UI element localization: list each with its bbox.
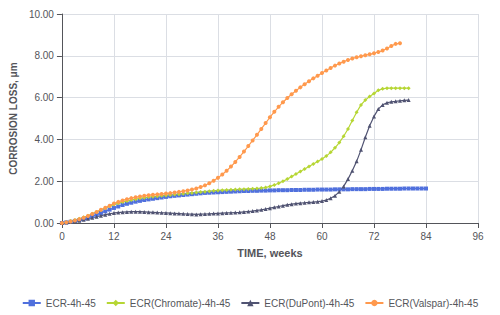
svg-text:CORROSION LOSS, μm: CORROSION LOSS, μm bbox=[8, 62, 19, 174]
svg-text:TIME, weeks: TIME, weeks bbox=[237, 247, 302, 259]
svg-text:ECR(Valspar)-4h-45: ECR(Valspar)-4h-45 bbox=[388, 298, 478, 309]
svg-text:ECR-4h-45: ECR-4h-45 bbox=[46, 298, 96, 309]
svg-text:10.00: 10.00 bbox=[29, 9, 54, 20]
svg-text:48: 48 bbox=[264, 231, 276, 242]
svg-text:8.00: 8.00 bbox=[34, 50, 54, 61]
svg-text:72: 72 bbox=[368, 231, 380, 242]
svg-text:36: 36 bbox=[212, 231, 224, 242]
svg-text:ECR(DuPont)-4h-45: ECR(DuPont)-4h-45 bbox=[264, 298, 354, 309]
svg-text:24: 24 bbox=[160, 231, 172, 242]
svg-text:96: 96 bbox=[472, 231, 484, 242]
svg-text:0.00: 0.00 bbox=[34, 218, 54, 229]
svg-text:6.00: 6.00 bbox=[34, 92, 54, 103]
svg-text:0: 0 bbox=[59, 231, 65, 242]
svg-text:ECR(Chromate)-4h-45: ECR(Chromate)-4h-45 bbox=[130, 298, 231, 309]
svg-text:60: 60 bbox=[316, 231, 328, 242]
svg-text:2.00: 2.00 bbox=[34, 176, 54, 187]
svg-text:84: 84 bbox=[420, 231, 432, 242]
svg-text:4.00: 4.00 bbox=[34, 134, 54, 145]
svg-text:12: 12 bbox=[108, 231, 120, 242]
